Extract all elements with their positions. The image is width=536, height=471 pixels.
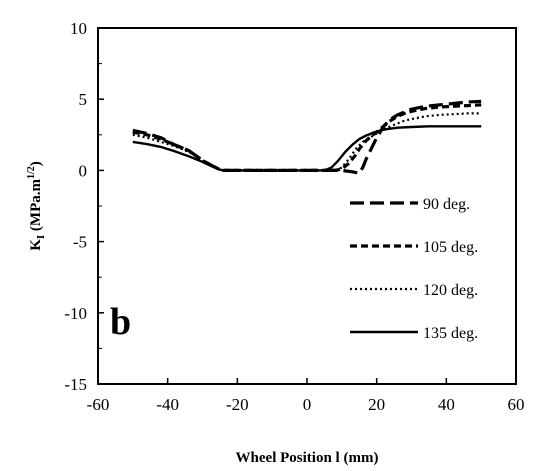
y-tick-label: 5 [79, 90, 88, 109]
legend-label: 90 deg. [423, 196, 470, 213]
x-tick-label: -20 [226, 395, 249, 414]
series-line-3 [132, 125, 482, 172]
legend: 90 deg. 105 deg. 120 deg. 135 deg. [350, 196, 478, 342]
x-tick-label: -60 [87, 395, 110, 414]
y-tick-label: -15 [64, 375, 87, 394]
axes-layer: -15 -10 -5 0 5 10 -60 -40 -20 0 20 40 60 [64, 19, 524, 414]
y-tick-label: 10 [70, 19, 87, 38]
series-layer [132, 99, 482, 175]
legend-label: 120 deg. [423, 282, 478, 299]
x-tick-label: 40 [438, 395, 455, 414]
panel-label: b [110, 301, 131, 343]
legend-label: 105 deg. [423, 239, 478, 256]
x-axis-title: Wheel Position l (mm) [236, 450, 379, 466]
legend-label: 135 deg. [423, 325, 478, 342]
series-line-2 [132, 112, 482, 172]
x-tick-label: 0 [303, 395, 312, 414]
x-tick-label: 60 [508, 395, 525, 414]
series-line-1 [132, 103, 482, 172]
x-tick-label: 20 [368, 395, 385, 414]
y-tick-label: -10 [64, 304, 87, 323]
y-axis-title: KI (MPa.m1/2) [26, 161, 47, 251]
y-tick-label: 0 [79, 161, 88, 180]
series-line-0 [132, 99, 482, 175]
x-tick-label: -40 [156, 395, 179, 414]
y-tick-label: -5 [73, 233, 87, 252]
